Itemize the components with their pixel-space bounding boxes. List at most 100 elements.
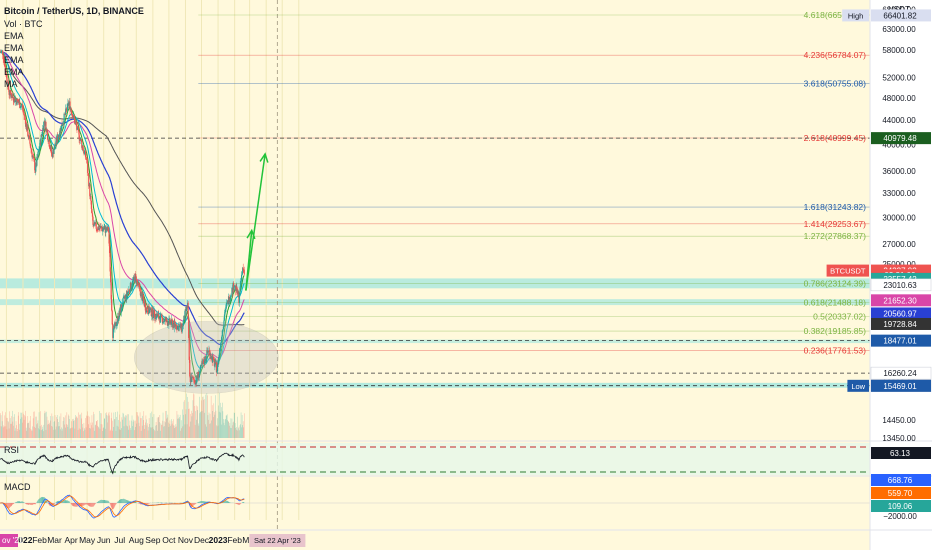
volume-bar — [184, 402, 185, 438]
volume-bar — [126, 426, 127, 438]
macd-histogram-bar — [147, 503, 148, 504]
volume-bar — [167, 417, 168, 438]
macd-histogram-bar — [29, 503, 30, 504]
macd-histogram-bar — [89, 503, 90, 506]
macd-histogram-bar — [54, 503, 55, 504]
price-label-value: 23010.63 — [883, 281, 917, 290]
macd-histogram-bar — [108, 501, 109, 503]
macd-histogram-bar — [74, 503, 75, 506]
volume-bar — [181, 420, 182, 438]
volume-bar — [99, 411, 100, 438]
macd-histogram-bar — [63, 501, 64, 503]
volume-bar — [67, 425, 68, 438]
price-label-tag: Low — [851, 382, 865, 391]
volume-bar — [65, 428, 66, 438]
macd-histogram-bar — [64, 500, 65, 503]
macd-histogram-bar — [147, 503, 148, 504]
macd-histogram-bar — [139, 503, 140, 504]
macd-histogram-bar — [193, 503, 194, 506]
fib-level-label: 1.414(29253.67) — [804, 219, 867, 229]
macd-histogram-bar — [103, 500, 104, 503]
volume-bar — [25, 416, 26, 438]
price-axis-tick: 52000.00 — [882, 74, 916, 83]
macd-histogram-bar — [237, 503, 238, 504]
volume-bar — [34, 427, 35, 438]
volume-bar — [70, 429, 71, 438]
volume-bar — [23, 412, 24, 438]
volume-bar — [156, 422, 157, 438]
volume-bar — [62, 429, 63, 438]
volume-bar — [92, 423, 93, 438]
macd-histogram-bar — [240, 503, 241, 504]
macd-histogram-bar — [18, 501, 19, 503]
volume-bar — [103, 427, 104, 438]
macd-histogram-bar — [85, 503, 86, 505]
candle-body — [239, 295, 240, 303]
price-axis-tick: 14450.00 — [882, 416, 916, 425]
volume-bar — [73, 419, 74, 438]
volume-bar — [175, 427, 176, 438]
macd-histogram-bar — [199, 502, 200, 503]
volume-bar — [74, 420, 75, 438]
volume-bar — [171, 419, 172, 438]
volume-bar — [243, 421, 244, 438]
chart-symbol-title[interactable]: Bitcoin / TetherUS, 1D, BINANCE — [4, 6, 144, 16]
indicator-ema-3-label[interactable]: EMA — [4, 55, 24, 65]
macd-histogram-bar — [32, 503, 33, 505]
volume-bar — [196, 405, 197, 438]
macd-histogram-bar — [161, 502, 162, 503]
macd-histogram-bar — [26, 503, 27, 504]
macd-histogram-bar — [27, 503, 28, 504]
time-axis-tick: May — [79, 535, 96, 545]
volume-bar — [2, 411, 3, 438]
time-axis-tick: Oct — [162, 535, 176, 545]
macd-histogram-bar — [23, 502, 24, 503]
candle-body — [178, 326, 179, 331]
macd-histogram-bar — [105, 500, 106, 503]
indicator-ema-2-label[interactable]: EMA — [4, 43, 24, 53]
macd-pane-label: MACD — [4, 482, 31, 492]
volume-bar — [238, 431, 239, 438]
volume-bar — [207, 395, 208, 438]
volume-bar — [237, 430, 238, 438]
volume-bar — [162, 425, 163, 438]
rsi-value-label: 63.13 — [890, 449, 911, 458]
candle-body — [244, 270, 245, 275]
volume-bar — [47, 417, 48, 438]
volume-bar — [202, 411, 203, 438]
volume-bar — [161, 425, 162, 438]
volume-bar — [229, 426, 230, 438]
volume-bar — [134, 430, 135, 438]
volume-bar — [160, 431, 161, 438]
indicator-ema-1-label[interactable]: EMA — [4, 31, 24, 41]
volume-bar — [121, 430, 122, 438]
macd-histogram-bar — [15, 502, 16, 503]
volume-bar — [32, 431, 33, 438]
volume-bar — [230, 423, 231, 438]
volume-bar — [138, 415, 139, 438]
volume-bar — [53, 416, 54, 438]
volume-bar — [162, 421, 163, 438]
volume-bar — [148, 430, 149, 438]
indicator-ema-4-label[interactable]: EMA — [4, 67, 24, 77]
macd-histogram-bar — [227, 501, 228, 503]
volume-bar — [239, 427, 240, 438]
volume-bar — [108, 416, 109, 438]
volume-bar — [6, 418, 7, 438]
volume-bar — [28, 416, 29, 438]
macd-histogram-bar — [228, 502, 229, 503]
volume-bar — [41, 425, 42, 438]
volume-bar — [0, 413, 1, 438]
volume-bar — [132, 426, 133, 438]
indicator-volume-label[interactable]: Vol · BTC — [4, 19, 43, 29]
macd-histogram-bar — [86, 503, 87, 504]
indicator-ma-label[interactable]: MA — [4, 79, 18, 89]
macd-histogram-bar — [83, 503, 84, 506]
volume-bar — [18, 412, 19, 438]
volume-bar — [31, 429, 32, 438]
volume-bar — [77, 417, 78, 438]
volume-bar — [203, 397, 204, 438]
volume-bar — [210, 414, 211, 438]
